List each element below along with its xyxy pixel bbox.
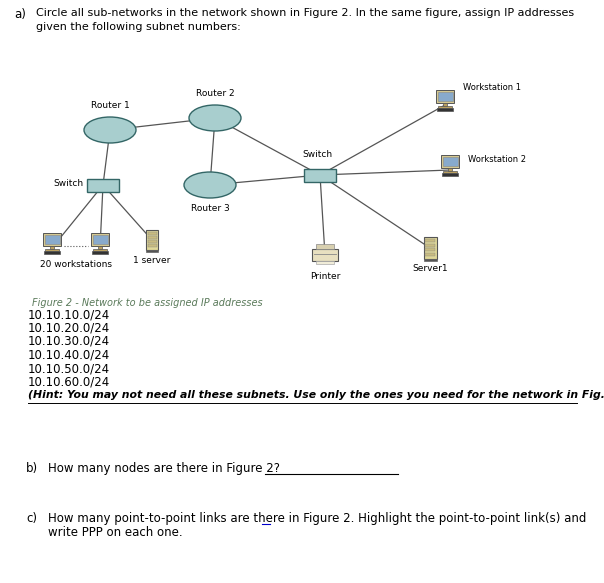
FancyBboxPatch shape bbox=[312, 249, 338, 261]
FancyBboxPatch shape bbox=[87, 178, 119, 191]
FancyBboxPatch shape bbox=[146, 230, 158, 250]
FancyBboxPatch shape bbox=[92, 251, 108, 254]
FancyBboxPatch shape bbox=[436, 90, 454, 103]
FancyBboxPatch shape bbox=[98, 246, 102, 249]
Text: Printer: Printer bbox=[310, 272, 340, 281]
Text: given the following subnet numbers:: given the following subnet numbers: bbox=[36, 22, 241, 32]
FancyBboxPatch shape bbox=[442, 173, 458, 175]
FancyBboxPatch shape bbox=[423, 259, 437, 261]
FancyBboxPatch shape bbox=[441, 155, 459, 168]
Text: 10.10.30.0/24: 10.10.30.0/24 bbox=[28, 335, 110, 348]
FancyBboxPatch shape bbox=[147, 244, 156, 247]
Ellipse shape bbox=[184, 172, 236, 198]
Text: Router 1: Router 1 bbox=[91, 101, 129, 110]
FancyBboxPatch shape bbox=[443, 171, 457, 173]
Text: b): b) bbox=[26, 462, 38, 475]
FancyBboxPatch shape bbox=[425, 239, 435, 242]
FancyBboxPatch shape bbox=[147, 232, 156, 234]
FancyBboxPatch shape bbox=[45, 234, 60, 244]
Text: Switch: Switch bbox=[302, 150, 332, 159]
FancyBboxPatch shape bbox=[50, 246, 54, 249]
Ellipse shape bbox=[189, 105, 241, 131]
Text: 10.10.10.0/24: 10.10.10.0/24 bbox=[28, 308, 111, 321]
FancyBboxPatch shape bbox=[423, 237, 437, 259]
FancyBboxPatch shape bbox=[425, 252, 435, 255]
Text: Workstation 2: Workstation 2 bbox=[468, 156, 526, 164]
Text: Figure 2 - Network to be assigned IP addresses: Figure 2 - Network to be assigned IP add… bbox=[32, 298, 263, 308]
FancyBboxPatch shape bbox=[437, 108, 453, 111]
Text: Circle all sub-networks in the network shown in Figure 2. In the same figure, as: Circle all sub-networks in the network s… bbox=[36, 8, 574, 18]
Text: Router 3: Router 3 bbox=[191, 204, 230, 213]
Text: (Hint: You may not need all these subnets. Use only the ones you need for the ne: (Hint: You may not need all these subnet… bbox=[28, 390, 604, 400]
Text: 1 server: 1 server bbox=[133, 256, 171, 265]
FancyBboxPatch shape bbox=[443, 156, 457, 166]
FancyBboxPatch shape bbox=[437, 92, 452, 100]
Ellipse shape bbox=[84, 117, 136, 143]
Text: Workstation 1: Workstation 1 bbox=[463, 83, 521, 93]
FancyBboxPatch shape bbox=[93, 249, 107, 251]
FancyBboxPatch shape bbox=[304, 168, 336, 181]
FancyBboxPatch shape bbox=[316, 261, 334, 264]
Text: Router 2: Router 2 bbox=[196, 89, 234, 98]
FancyBboxPatch shape bbox=[92, 234, 108, 244]
FancyBboxPatch shape bbox=[438, 106, 452, 108]
FancyBboxPatch shape bbox=[91, 233, 109, 246]
Text: 20 workstations: 20 workstations bbox=[40, 260, 112, 269]
FancyBboxPatch shape bbox=[316, 244, 334, 249]
Text: 10.10.40.0/24: 10.10.40.0/24 bbox=[28, 349, 111, 361]
FancyBboxPatch shape bbox=[448, 168, 452, 171]
Text: Server1: Server1 bbox=[412, 264, 448, 273]
FancyBboxPatch shape bbox=[43, 233, 61, 246]
FancyBboxPatch shape bbox=[146, 250, 158, 252]
Text: write PPP on each one.: write PPP on each one. bbox=[48, 526, 182, 539]
Text: 10.10.20.0/24: 10.10.20.0/24 bbox=[28, 321, 111, 335]
Text: 10.10.60.0/24: 10.10.60.0/24 bbox=[28, 375, 111, 388]
Text: a): a) bbox=[14, 8, 26, 21]
FancyBboxPatch shape bbox=[425, 248, 435, 251]
Text: 10.10.50.0/24: 10.10.50.0/24 bbox=[28, 362, 110, 375]
Text: Switch: Switch bbox=[53, 180, 83, 188]
FancyBboxPatch shape bbox=[45, 249, 59, 251]
Text: How many point-to-point links are there in Figure 2. Highlight the point-to-poin: How many point-to-point links are there … bbox=[48, 512, 586, 525]
FancyBboxPatch shape bbox=[147, 236, 156, 238]
Text: How many nodes are there in Figure 2?: How many nodes are there in Figure 2? bbox=[48, 462, 280, 475]
FancyBboxPatch shape bbox=[44, 251, 60, 254]
FancyBboxPatch shape bbox=[147, 240, 156, 243]
FancyBboxPatch shape bbox=[425, 244, 435, 247]
FancyBboxPatch shape bbox=[443, 103, 447, 106]
Text: c): c) bbox=[26, 512, 37, 525]
